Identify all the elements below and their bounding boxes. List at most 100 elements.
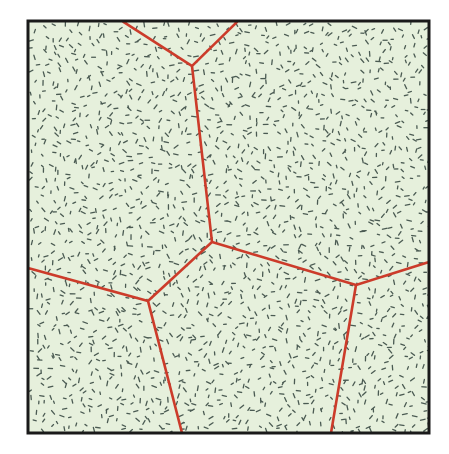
texture-dash [149,345,152,350]
texture-dash [81,164,84,170]
texture-dash [141,205,147,209]
texture-dash [76,21,80,27]
texture-dash [133,409,139,413]
texture-dash [340,386,344,391]
texture-dash [63,195,67,202]
texture-dash [40,153,44,157]
texture-dash [72,131,79,135]
texture-dash [158,117,163,123]
texture-dash [152,35,156,40]
texture-dash [116,66,121,70]
texture-dash [361,271,365,275]
texture-dash [284,426,288,431]
texture-dash [242,315,247,319]
texture-dash [340,306,343,310]
texture-dash [245,253,250,259]
texture-dash [381,315,388,319]
texture-dash [201,368,206,372]
texture-dash [263,294,268,299]
texture-dash [167,194,170,199]
texture-dash [143,136,147,143]
texture-dash [388,403,393,406]
texture-dash [410,165,416,169]
texture-dash [313,362,319,365]
texture-dash [169,94,175,98]
texture-dash [362,278,368,281]
texture-dash [279,84,285,88]
texture-dash [62,123,66,129]
texture-dash [59,364,66,367]
texture-dash [242,345,246,349]
texture-dash [330,72,334,78]
texture-dash [268,422,274,427]
texture-dash [424,199,427,204]
texture-dash [45,35,50,40]
texture-dash [233,115,236,121]
texture-dash [318,267,322,272]
texture-dash [258,189,262,194]
texture-dash [95,228,100,235]
texture-dash [87,232,92,236]
texture-dash [305,61,310,66]
texture-dash [411,234,417,237]
texture-dash [208,313,214,317]
texture-dash [75,68,78,74]
texture-dash [347,29,351,33]
texture-dash [135,115,139,119]
texture-dash [90,371,93,376]
texture-dash [314,216,318,221]
texture-dash [422,378,426,384]
texture-dash [228,350,232,355]
texture-dash [174,237,177,242]
texture-dash [125,346,128,352]
texture-dash [129,186,133,190]
texture-dash [217,40,221,46]
texture-dash [208,281,213,285]
texture-dash [42,117,47,122]
texture-dash [92,435,94,438]
texture-dash [288,93,293,97]
texture-dash [165,87,168,92]
texture-dash [126,225,131,229]
texture-dash [264,402,267,407]
texture-dash [155,95,159,99]
texture-dash [207,404,214,407]
texture-dash [212,228,218,232]
texture-dash [292,150,295,157]
texture-dash [177,91,182,97]
texture-dash [41,418,46,423]
texture-dash [199,33,202,37]
texture-dash [304,132,308,135]
texture-dash [125,241,129,247]
texture-dash [321,93,325,97]
texture-dash [191,323,195,327]
texture-dash [166,253,170,259]
texture-dash [67,256,71,262]
texture-dash [202,410,205,416]
texture-dash [376,233,381,236]
texture-dash [117,323,124,327]
texture-dash [370,98,375,103]
texture-dash [358,51,361,56]
texture-dash [163,141,170,144]
texture-dash [78,207,82,213]
texture-dash [208,422,214,426]
texture-dash [103,22,107,26]
texture-dash [301,416,305,422]
texture-dash [186,39,190,45]
texture-dash [307,210,314,213]
texture-dash [31,134,36,138]
texture-dash [191,338,197,341]
texture-dash [285,328,289,334]
texture-dash [350,54,354,58]
texture-dash [406,366,410,370]
texture-dash [311,143,314,147]
texture-dash [164,406,168,410]
texture-dash [165,422,171,426]
texture-dash [333,328,337,332]
texture-dash [177,27,180,32]
texture-dash [407,90,412,94]
texture-dash [329,182,332,186]
texture-dash [255,68,258,74]
texture-dash [235,414,239,419]
